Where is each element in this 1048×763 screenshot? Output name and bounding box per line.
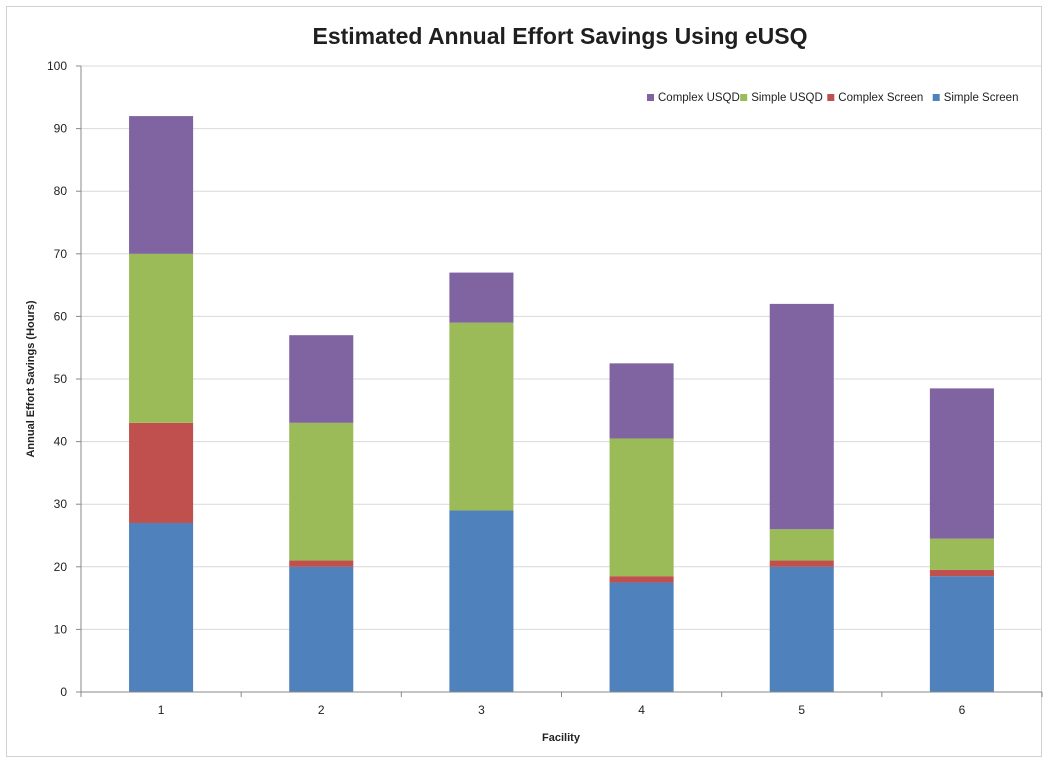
legend-swatch-complex-usqd: [647, 94, 654, 101]
legend-swatch-simple-usqd: [740, 94, 748, 101]
bar-segment-complex-screen-facility-1: [129, 422, 194, 523]
bar-segment-complex-usqd-facility-2: [289, 335, 354, 423]
y-tick-label: 70: [54, 247, 68, 261]
bar-segment-simple-usqd-facility-1: [129, 253, 194, 423]
y-tick-label: 10: [54, 622, 68, 636]
y-tick-label: 100: [47, 59, 67, 73]
bar-segment-simple-screen-facility-2: [289, 566, 354, 692]
chart-frame: [6, 6, 1042, 757]
bar-segment-simple-usqd-facility-3: [449, 322, 514, 511]
legend-swatch-complex-screen: [827, 94, 835, 101]
y-tick-label: 90: [54, 122, 68, 136]
bar-segment-complex-usqd-facility-5: [769, 303, 834, 530]
y-tick-label: 40: [54, 435, 68, 449]
x-tick-label: 2: [318, 703, 325, 717]
gridlines: [81, 65, 1042, 630]
legend-swatch-simple-screen: [932, 94, 940, 101]
x-axis-ticks: 1 2 3 4 5 6: [80, 692, 1043, 717]
bar-segment-simple-screen-facility-3: [449, 510, 514, 692]
x-tick-label: 6: [959, 703, 966, 717]
bar-segment-simple-screen-facility-1: [129, 522, 194, 692]
y-axis-ticks: 0 10 20 30 40 50 60 70 80 90 100: [47, 59, 81, 699]
y-tick-label: 20: [54, 560, 68, 574]
x-tick-label: 3: [478, 703, 485, 717]
bar-segment-simple-screen-facility-6: [929, 576, 994, 692]
y-axis-label: Annual Effort Savings (Hours): [25, 300, 37, 457]
bar-segment-simple-screen-facility-5: [769, 566, 834, 692]
y-tick-label: 50: [54, 372, 68, 386]
bar-segment-simple-screen-facility-4: [609, 582, 674, 692]
bar-segment-complex-screen-facility-2: [289, 560, 354, 567]
legend-label-complex-screen: Complex Screen: [838, 92, 923, 104]
x-tick-label: 5: [798, 703, 805, 717]
legend: Complex USQD Simple USQD Complex Screen Sim…: [647, 92, 1018, 104]
bar-segment-complex-screen-facility-4: [609, 576, 674, 583]
y-tick-label: 30: [54, 497, 68, 511]
legend-label-complex-usqd: Complex USQD: [658, 92, 740, 104]
bar-segment-complex-usqd-facility-1: [129, 116, 194, 254]
bar-segment-complex-usqd-facility-3: [449, 272, 514, 323]
bar-segment-complex-screen-facility-6: [929, 569, 994, 577]
bar-segment-complex-usqd-facility-4: [609, 363, 674, 439]
x-axis-label: Facility: [542, 732, 581, 744]
y-tick-label: 60: [54, 309, 68, 323]
y-tick-label: 0: [60, 685, 67, 699]
bar-segment-simple-usqd-facility-6: [929, 538, 994, 570]
bar-segment-complex-screen-facility-5: [769, 560, 834, 567]
legend-label-simple-usqd: Simple USQD: [751, 92, 823, 104]
bar-segment-simple-usqd-facility-4: [609, 438, 674, 577]
bar-segment-complex-usqd-facility-6: [929, 388, 994, 539]
chart-title: Estimated Annual Effort Savings Using eU…: [312, 23, 807, 49]
y-tick-label: 80: [54, 184, 68, 198]
x-tick-label: 1: [158, 703, 165, 717]
x-tick-label: 4: [638, 703, 645, 717]
bar-segment-simple-usqd-facility-2: [289, 422, 354, 561]
bars: [129, 116, 994, 692]
bar-segment-simple-usqd-facility-5: [769, 529, 834, 561]
legend-label-simple-screen: Simple Screen: [944, 92, 1019, 104]
